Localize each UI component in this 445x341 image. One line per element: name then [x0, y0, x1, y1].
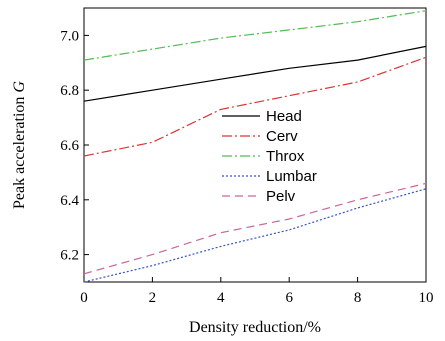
x-tick-label: 0	[80, 290, 88, 306]
series-line-pelv	[83, 182, 427, 275]
legend-label-head: Head	[266, 108, 302, 125]
legend-label-cerv: Cerv	[266, 128, 298, 145]
series-line-head	[83, 45, 427, 102]
plot-frame	[83, 7, 427, 283]
legend-label-lumbar: Lumbar	[266, 168, 317, 185]
x-tick-label: 6	[285, 290, 293, 306]
series-layer	[83, 10, 427, 283]
y-tick-label: 6.6	[60, 138, 79, 154]
x-tick-label: 4	[217, 290, 225, 306]
legend: Head Cerv Throx Lumbar Pelv	[222, 108, 317, 205]
y-axis-title: Peak acceleration G	[11, 81, 28, 209]
y-tick-label: 6.2	[60, 248, 79, 264]
y-tick-label: 6.8	[60, 83, 79, 99]
plot-area	[83, 7, 427, 283]
y-tick-label: 6.4	[60, 193, 79, 209]
legend-label-pelv: Pelv	[266, 188, 296, 205]
y-axis-title-symbol: G	[11, 81, 28, 93]
x-axis-title: Density reduction/%	[189, 319, 321, 336]
y-axis-title-text: Peak acceleration	[11, 93, 28, 209]
series-line-throx	[83, 10, 427, 61]
x-axis: 0 2 4 6 8 10	[80, 277, 434, 306]
x-tick-label: 8	[354, 290, 362, 306]
legend-label-throx: Throx	[266, 148, 305, 165]
y-axis: 6.2 6.4 6.6 6.8 7.0	[60, 28, 89, 264]
series-line-cerv	[83, 56, 427, 157]
x-tick-label: 2	[149, 290, 157, 306]
x-tick-label: 10	[419, 290, 434, 306]
series-line-lumbar	[83, 188, 427, 283]
y-tick-label: 7.0	[60, 28, 79, 44]
